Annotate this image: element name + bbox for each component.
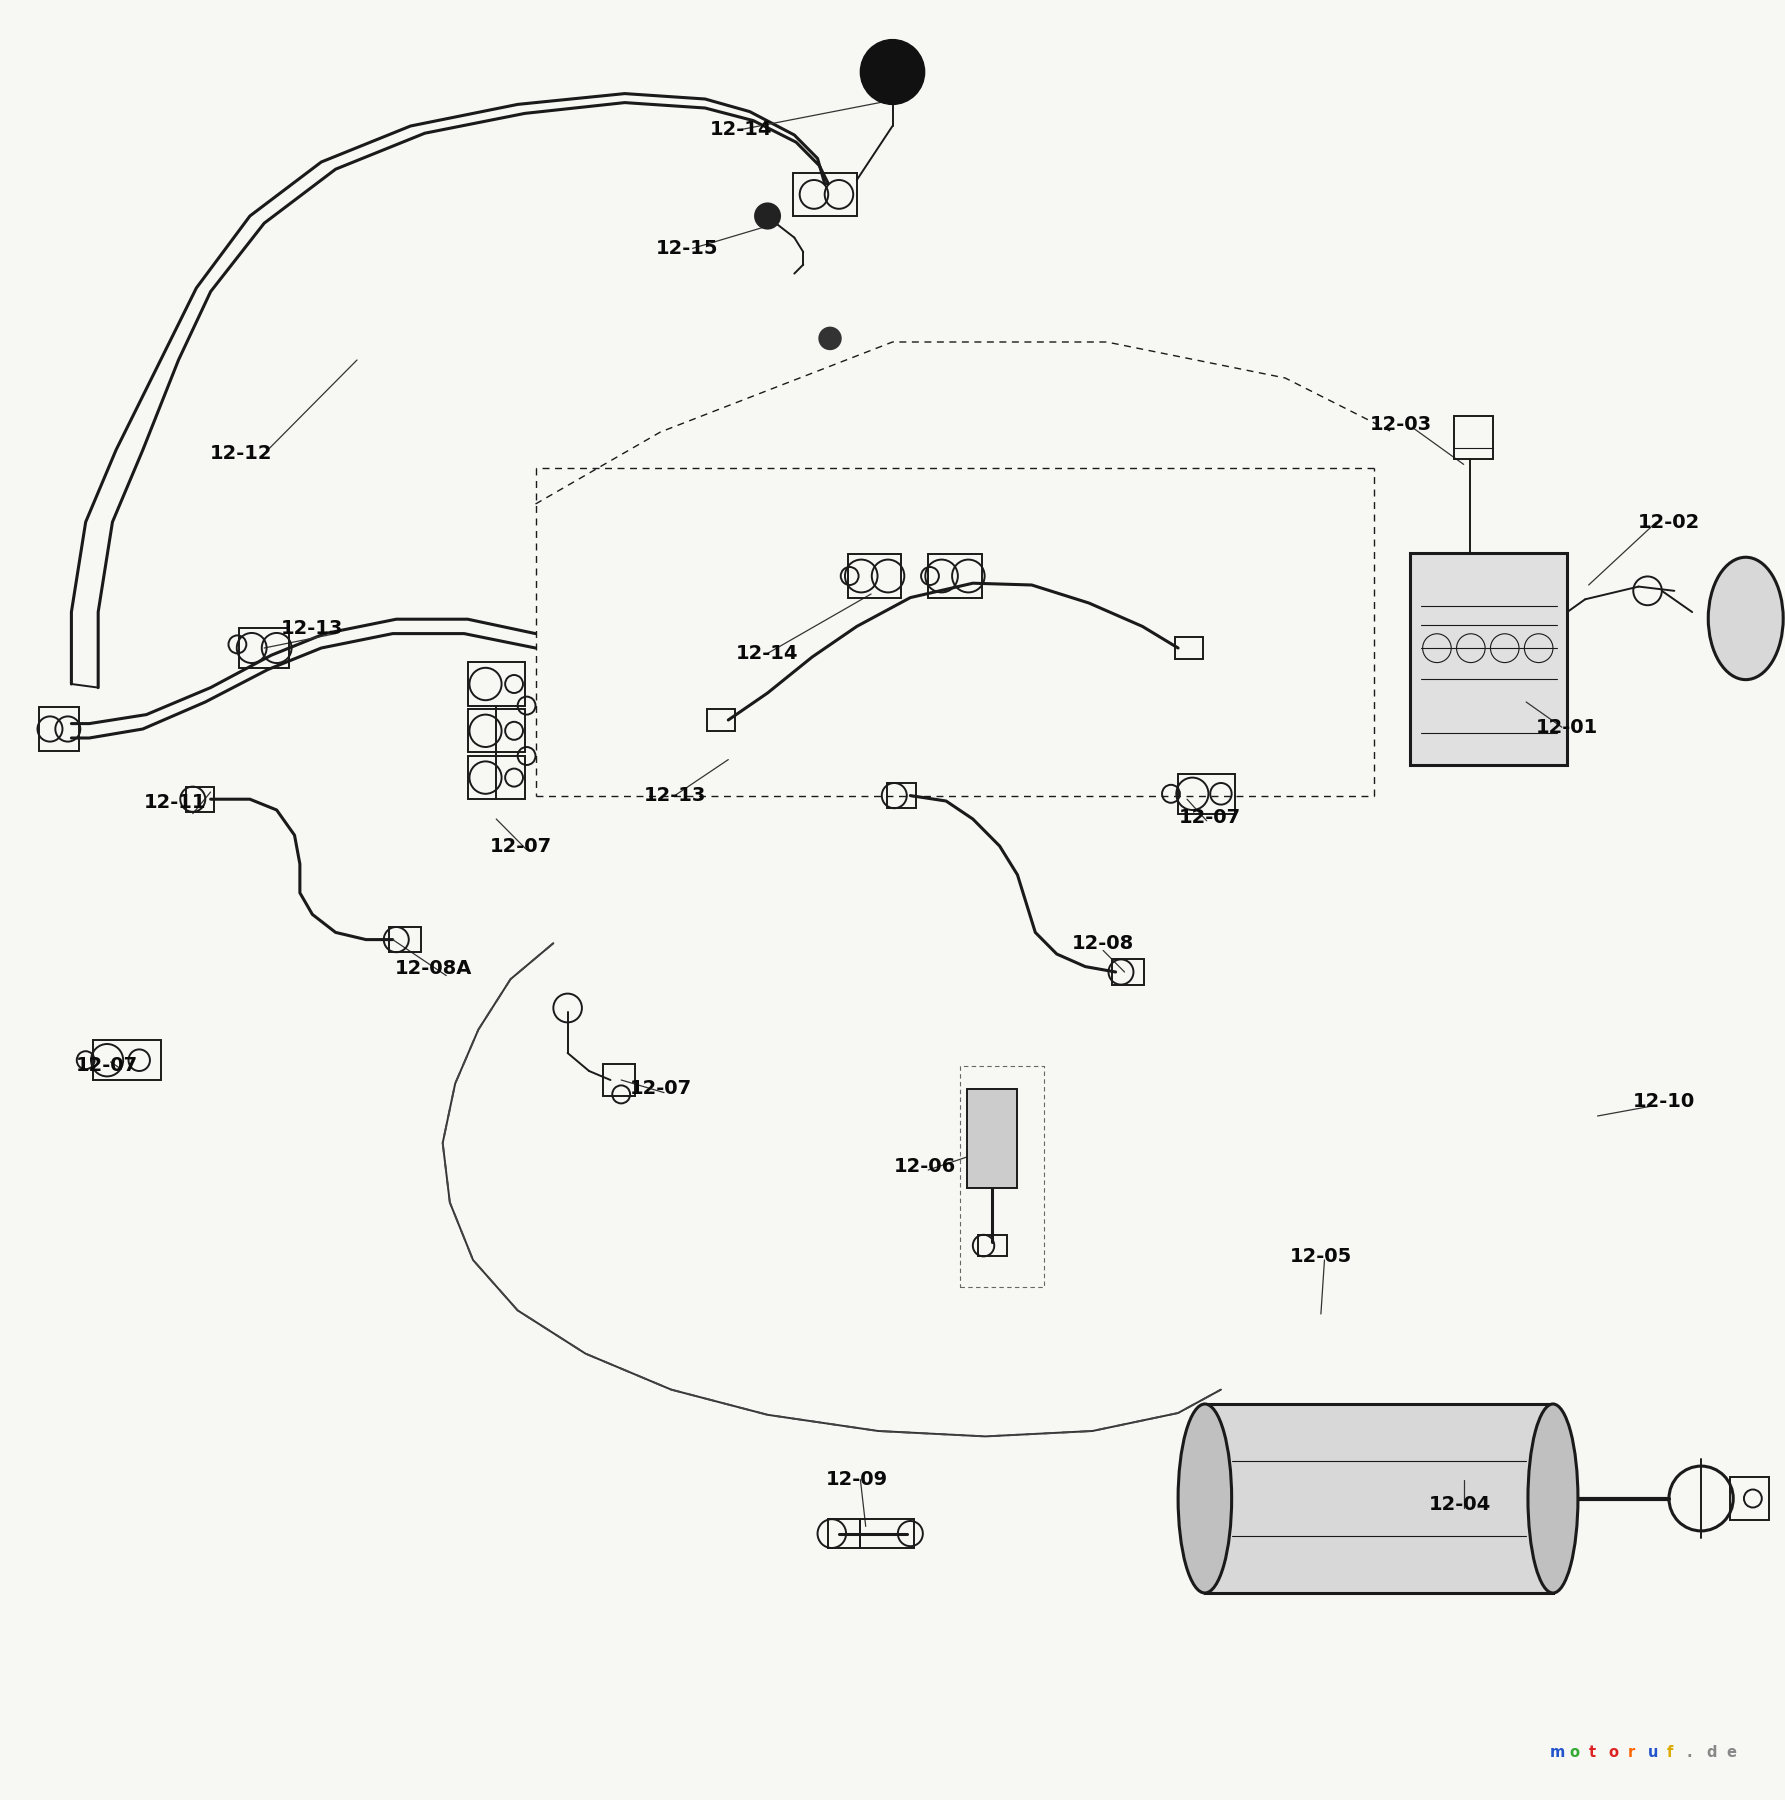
- Text: 12-06: 12-06: [894, 1157, 955, 1175]
- Circle shape: [860, 40, 925, 104]
- Text: .: .: [1687, 1746, 1692, 1760]
- Bar: [468, 709, 525, 752]
- Text: 12-05: 12-05: [1291, 1247, 1351, 1265]
- Text: 12-09: 12-09: [826, 1471, 887, 1489]
- Text: o: o: [1569, 1746, 1580, 1760]
- Bar: [468, 662, 525, 706]
- Text: 12-03: 12-03: [1371, 416, 1432, 434]
- Text: 12-04: 12-04: [1430, 1496, 1490, 1514]
- Bar: [1175, 637, 1203, 659]
- Bar: [860, 1519, 914, 1548]
- Bar: [1178, 774, 1235, 814]
- Bar: [848, 554, 901, 598]
- Bar: [239, 628, 289, 668]
- Text: 12-07: 12-07: [1180, 808, 1241, 826]
- Bar: [1455, 416, 1494, 459]
- Bar: [828, 1519, 860, 1548]
- Bar: [707, 709, 735, 731]
- Text: 12-12: 12-12: [209, 445, 273, 463]
- Text: 12-07: 12-07: [491, 837, 552, 855]
- Bar: [1730, 1476, 1769, 1519]
- Text: d: d: [1706, 1746, 1717, 1760]
- Text: 12-07: 12-07: [77, 1057, 137, 1075]
- Bar: [603, 1064, 635, 1096]
- Text: 12-07: 12-07: [630, 1080, 691, 1098]
- Text: f: f: [1667, 1746, 1674, 1760]
- Text: 12-13: 12-13: [644, 787, 705, 805]
- Text: 12-01: 12-01: [1537, 718, 1598, 736]
- Bar: [967, 1089, 1017, 1188]
- Bar: [978, 1235, 1007, 1256]
- Text: o: o: [1608, 1746, 1619, 1760]
- Ellipse shape: [1178, 1404, 1232, 1593]
- Text: u: u: [1648, 1746, 1658, 1760]
- Text: m: m: [1549, 1746, 1565, 1760]
- Text: 12-14: 12-14: [735, 644, 800, 662]
- Ellipse shape: [1708, 558, 1783, 680]
- Bar: [887, 783, 916, 808]
- Bar: [93, 1040, 161, 1080]
- Text: 12-14: 12-14: [709, 121, 773, 139]
- Circle shape: [819, 328, 841, 349]
- Text: t: t: [1589, 1746, 1596, 1760]
- Bar: [928, 554, 982, 598]
- Text: e: e: [1726, 1746, 1737, 1760]
- Text: 12-11: 12-11: [143, 794, 207, 812]
- Bar: [793, 173, 857, 216]
- Bar: [39, 707, 79, 751]
- Text: 12-15: 12-15: [655, 239, 719, 257]
- Bar: [468, 756, 525, 799]
- Text: 12-13: 12-13: [282, 619, 343, 637]
- Circle shape: [755, 203, 780, 229]
- Text: 12-02: 12-02: [1639, 513, 1699, 531]
- Bar: [1410, 553, 1567, 765]
- Text: 12-08A: 12-08A: [394, 959, 473, 977]
- Bar: [1112, 959, 1144, 985]
- Text: r: r: [1628, 1746, 1635, 1760]
- Ellipse shape: [1528, 1404, 1578, 1593]
- Text: 12-08: 12-08: [1073, 934, 1133, 952]
- Bar: [1205, 1404, 1553, 1593]
- Bar: [186, 787, 214, 812]
- Bar: [389, 927, 421, 952]
- Text: 12-10: 12-10: [1633, 1093, 1694, 1111]
